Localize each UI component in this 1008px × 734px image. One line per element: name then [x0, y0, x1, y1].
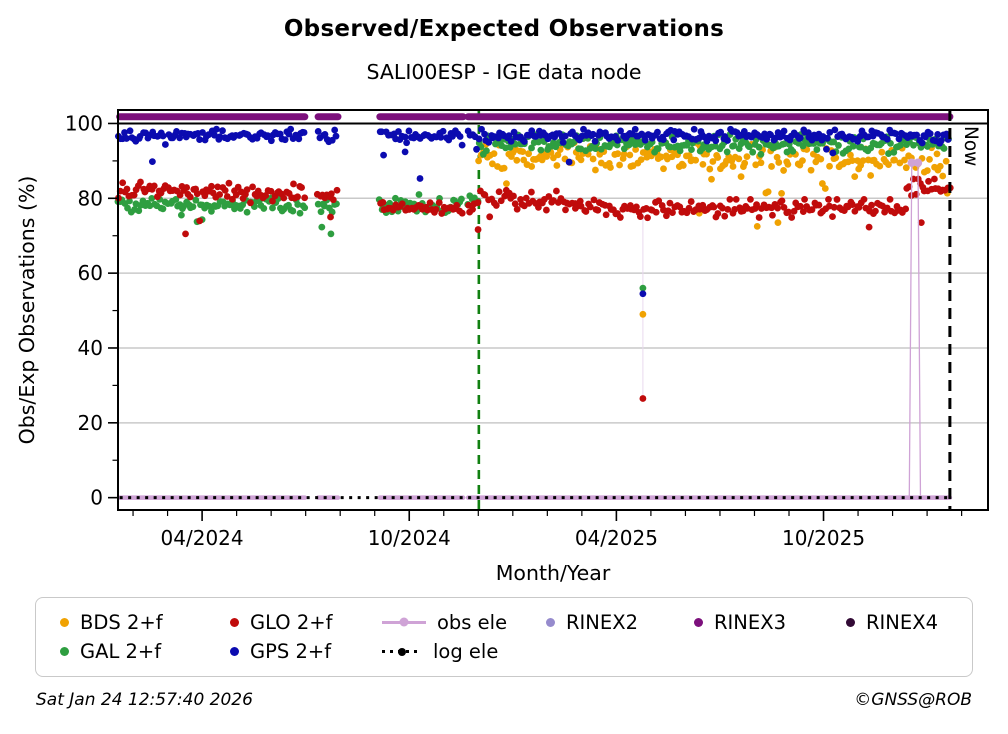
legend-item-gal-2-f: GAL 2+f	[60, 642, 230, 662]
legend-label: log ele	[433, 640, 499, 663]
obs-ele-line-icon	[382, 617, 426, 627]
obs-ele-spike	[908, 162, 922, 498]
x-tick-label: 10/2024	[368, 526, 451, 550]
rinex3-dot-icon	[694, 617, 703, 627]
page-subtitle: SALI00ESP - IGE data node	[366, 60, 642, 84]
outlier-point	[148, 158, 156, 166]
legend-label: GAL 2+f	[80, 640, 162, 663]
legend-item-obs-ele: obs ele	[382, 610, 546, 634]
legend-item-bds-2-f: BDS 2+f	[60, 610, 230, 634]
rinex4-dot-icon	[846, 617, 855, 627]
outlier-point	[182, 230, 189, 238]
y-tick-label: 0	[90, 486, 103, 510]
obs-ele-marker	[913, 158, 923, 167]
log-ele-line-icon	[382, 647, 422, 656]
y-axis-label: Obs/Exp Observations (%)	[15, 176, 39, 445]
outlier-point	[774, 219, 782, 227]
y-tick-label: 100	[65, 111, 103, 135]
glo-dot-icon	[230, 617, 239, 627]
x-tick-label: 04/2025	[575, 526, 658, 550]
outlier-point	[327, 230, 335, 238]
legend-label: GPS 2+f	[250, 640, 332, 663]
bds-dot-icon	[60, 617, 69, 627]
obs-ele-marker	[907, 158, 916, 167]
outlier-point	[639, 395, 647, 402]
legend: BDS 2+f GLO 2+f obs ele RINEX2 RINEX3 RINEX4 G…	[35, 597, 973, 677]
legend-label: RINEX4	[866, 610, 938, 634]
legend-label: BDS 2+f	[80, 610, 163, 634]
legend-item-glo-2-f: GLO 2+f	[230, 610, 382, 634]
outlier-point	[318, 223, 326, 231]
outlier-point	[639, 310, 647, 318]
gal-dot-icon	[60, 647, 69, 657]
outlier-point	[917, 219, 925, 227]
page-title: Observed/Expected Observations	[283, 16, 725, 42]
outlier-point	[639, 284, 647, 292]
rinex2-dot-icon	[546, 617, 555, 627]
y-tick-label: 20	[78, 411, 103, 435]
copyright-label: ©GNSS@ROB	[854, 690, 972, 710]
legend-label: GLO 2+f	[250, 610, 333, 634]
y-tick-label: 80	[78, 186, 103, 210]
legend-item-log-ele: log ele	[382, 642, 546, 662]
now-label: Now	[960, 126, 981, 166]
y-tick-label: 60	[78, 261, 103, 285]
legend-label: RINEX2	[566, 610, 638, 634]
timestamp-label: Sat Jan 24 12:57:40 2026	[36, 690, 253, 710]
outlier-point	[639, 290, 647, 298]
legend-item-rinex3: RINEX3	[694, 610, 846, 634]
legend-label: obs ele	[437, 610, 508, 634]
legend-item-rinex4: RINEX4	[846, 610, 972, 634]
legend-item-gps-2-f: GPS 2+f	[230, 642, 382, 662]
outlier-point	[177, 211, 185, 219]
legend-label: RINEX3	[714, 610, 786, 634]
legend-item-rinex2: RINEX2	[546, 610, 694, 634]
x-tick-label: 04/2024	[161, 526, 244, 550]
x-tick-label: 10/2025	[782, 526, 865, 550]
outlier-point	[865, 223, 873, 231]
outlier-point	[327, 213, 334, 221]
outlier-point	[401, 148, 409, 156]
y-tick-label: 40	[78, 336, 103, 360]
chart-plot: Now 0 20 40 60 80 100 04/2024 10/2024 04/2025 10/2…	[15, 109, 989, 585]
x-axis-label: Month/Year	[496, 561, 611, 585]
gps-dot-icon	[230, 647, 239, 657]
outlier-point	[753, 222, 761, 230]
outlier-point	[416, 175, 424, 182]
